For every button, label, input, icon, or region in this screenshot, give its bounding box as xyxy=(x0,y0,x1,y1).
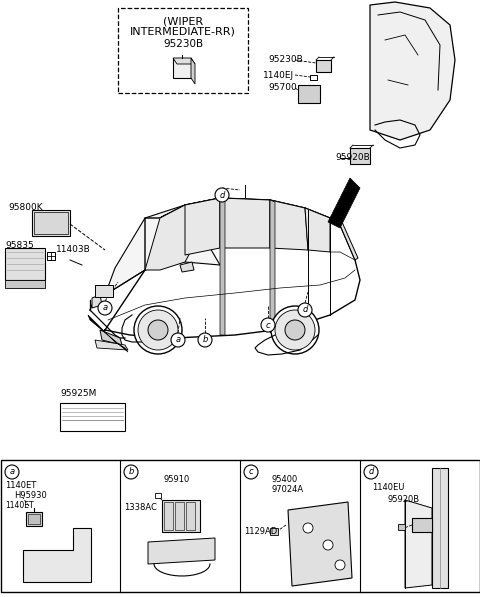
Circle shape xyxy=(5,465,19,479)
Text: 95800K: 95800K xyxy=(8,204,43,213)
Circle shape xyxy=(124,465,138,479)
Text: d: d xyxy=(219,190,225,199)
Bar xyxy=(28,514,40,524)
Circle shape xyxy=(134,306,182,354)
Polygon shape xyxy=(270,200,308,250)
Bar xyxy=(298,85,320,103)
Circle shape xyxy=(244,465,258,479)
Circle shape xyxy=(335,560,345,570)
Polygon shape xyxy=(220,198,225,335)
Bar xyxy=(270,528,278,535)
Polygon shape xyxy=(185,198,220,255)
Circle shape xyxy=(364,465,378,479)
Bar xyxy=(5,248,45,280)
Bar xyxy=(186,502,195,530)
Text: 95925M: 95925M xyxy=(60,389,96,398)
Circle shape xyxy=(271,306,319,354)
Polygon shape xyxy=(405,500,432,588)
Polygon shape xyxy=(305,208,330,252)
Circle shape xyxy=(198,333,212,347)
Text: 1140ET: 1140ET xyxy=(5,482,36,491)
Bar xyxy=(173,58,191,78)
Polygon shape xyxy=(370,2,455,140)
Text: 97024A: 97024A xyxy=(272,485,304,494)
Polygon shape xyxy=(220,198,270,248)
Polygon shape xyxy=(340,222,358,260)
Circle shape xyxy=(98,301,112,315)
Text: b: b xyxy=(202,336,208,344)
Bar xyxy=(310,75,317,80)
Text: INTERMEDIATE-RR): INTERMEDIATE-RR) xyxy=(130,26,236,36)
Bar xyxy=(1,460,480,592)
Bar xyxy=(175,502,184,530)
Circle shape xyxy=(171,333,185,347)
Text: 95910: 95910 xyxy=(164,475,190,485)
Text: 95920B: 95920B xyxy=(335,153,370,162)
Bar xyxy=(350,148,370,164)
Polygon shape xyxy=(100,330,122,345)
Circle shape xyxy=(138,310,178,350)
Text: 95835: 95835 xyxy=(5,241,34,250)
Polygon shape xyxy=(95,340,128,350)
Text: 1140EU: 1140EU xyxy=(372,484,404,493)
Polygon shape xyxy=(288,502,352,586)
Text: d: d xyxy=(302,306,308,315)
Bar xyxy=(162,500,200,532)
Circle shape xyxy=(148,320,168,340)
Polygon shape xyxy=(88,315,128,352)
Bar xyxy=(412,518,432,532)
Text: 95700: 95700 xyxy=(268,82,297,91)
Text: 95230B: 95230B xyxy=(163,39,203,49)
Text: c: c xyxy=(266,321,270,330)
Text: 1140ET: 1140ET xyxy=(5,501,34,510)
Bar xyxy=(164,502,173,530)
Polygon shape xyxy=(160,198,340,225)
Circle shape xyxy=(215,188,229,202)
Circle shape xyxy=(275,310,315,350)
Text: d: d xyxy=(368,467,374,476)
Text: (WIPER: (WIPER xyxy=(163,16,203,26)
Polygon shape xyxy=(105,205,220,295)
Text: 95920B: 95920B xyxy=(388,496,420,504)
Text: H95930: H95930 xyxy=(14,491,47,500)
Polygon shape xyxy=(432,468,448,588)
Text: 1338AC: 1338AC xyxy=(124,503,157,512)
Bar xyxy=(316,60,331,72)
Bar xyxy=(398,524,405,530)
Circle shape xyxy=(303,523,313,533)
Text: c: c xyxy=(249,467,253,476)
Polygon shape xyxy=(180,262,194,272)
Bar xyxy=(118,8,248,93)
Circle shape xyxy=(298,303,312,317)
Polygon shape xyxy=(148,538,215,564)
Text: b: b xyxy=(128,467,134,476)
Text: 11403B: 11403B xyxy=(56,245,91,254)
Circle shape xyxy=(261,318,275,332)
Text: a: a xyxy=(102,303,108,312)
Bar xyxy=(95,285,113,297)
Circle shape xyxy=(323,540,333,550)
Polygon shape xyxy=(191,58,195,84)
Polygon shape xyxy=(23,528,91,582)
Bar xyxy=(32,210,70,236)
Text: a: a xyxy=(175,336,180,344)
Text: a: a xyxy=(10,467,14,476)
Bar xyxy=(34,212,68,234)
Bar xyxy=(5,280,45,288)
Polygon shape xyxy=(270,200,275,332)
Text: 1129AD: 1129AD xyxy=(244,528,277,537)
Text: 1140EJ: 1140EJ xyxy=(263,70,294,79)
Polygon shape xyxy=(145,198,220,270)
Bar xyxy=(155,493,161,498)
Circle shape xyxy=(285,320,305,340)
Polygon shape xyxy=(173,58,195,64)
Polygon shape xyxy=(328,178,360,228)
Bar xyxy=(60,403,125,431)
Text: 95400: 95400 xyxy=(272,475,298,485)
Bar xyxy=(26,512,42,526)
Polygon shape xyxy=(92,295,102,308)
Text: 95230B: 95230B xyxy=(268,56,303,64)
Bar xyxy=(47,252,55,260)
